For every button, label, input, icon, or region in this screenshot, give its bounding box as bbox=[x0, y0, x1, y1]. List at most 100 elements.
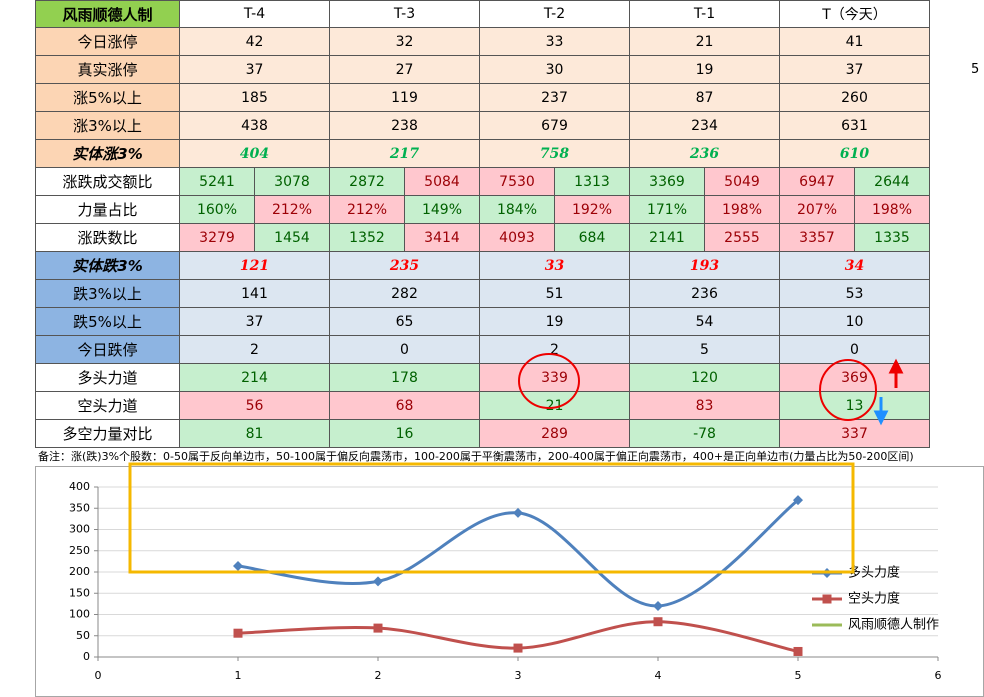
table-cell: 1454 bbox=[255, 224, 330, 252]
table-cell: 236 bbox=[630, 140, 780, 168]
table-cell: 121 bbox=[180, 252, 330, 280]
table-cell: 339 bbox=[480, 364, 630, 392]
table-cell: T-2 bbox=[480, 0, 630, 28]
legend-label: 风雨顺德人制作 bbox=[848, 618, 939, 633]
table-cell: 438 bbox=[180, 112, 330, 140]
table-cell: 758 bbox=[480, 140, 630, 168]
table-cell: 37 bbox=[180, 56, 330, 84]
table-cell: 今日涨停 bbox=[35, 28, 180, 56]
table-cell: 37 bbox=[180, 308, 330, 336]
table-cell: 65 bbox=[330, 308, 480, 336]
table-cell: 184% bbox=[480, 196, 555, 224]
y-tick-label: 150 bbox=[69, 586, 90, 599]
table-cell: 679 bbox=[480, 112, 630, 140]
table-cell: 37 bbox=[780, 56, 930, 84]
table-cell: 19 bbox=[630, 56, 780, 84]
table-cell: 212% bbox=[330, 196, 405, 224]
table-cell: 跌3%以上 bbox=[35, 280, 180, 308]
table-cell: 5084 bbox=[405, 168, 480, 196]
table-cell: 141 bbox=[180, 280, 330, 308]
table-cell: 3369 bbox=[630, 168, 705, 196]
table-cell: 实体涨3% bbox=[35, 140, 180, 168]
table-cell: 空头力道 bbox=[35, 392, 180, 420]
table-cell: 214 bbox=[180, 364, 330, 392]
y-tick-label: 400 bbox=[69, 480, 90, 493]
table-cell: 1313 bbox=[555, 168, 630, 196]
table-cell: 2555 bbox=[705, 224, 780, 252]
table-cell: 171% bbox=[630, 196, 705, 224]
y-tick-label: 350 bbox=[69, 501, 90, 514]
table-cell: 10 bbox=[780, 308, 930, 336]
table-cell: 5049 bbox=[705, 168, 780, 196]
table-cell: 5241 bbox=[180, 168, 255, 196]
table-cell: 4093 bbox=[480, 224, 555, 252]
table-cell: 3414 bbox=[405, 224, 480, 252]
x-tick-label: 0 bbox=[95, 669, 102, 682]
marker bbox=[513, 643, 523, 653]
table-cell: 涨3%以上 bbox=[35, 112, 180, 140]
table-cell: 289 bbox=[480, 420, 630, 448]
table-cell: 234 bbox=[630, 112, 780, 140]
table-cell: 2872 bbox=[330, 168, 405, 196]
table-cell: 5 bbox=[630, 336, 780, 364]
table-cell: 涨跌数比 bbox=[35, 224, 180, 252]
table-cell: 337 bbox=[780, 420, 930, 448]
table-cell: 237 bbox=[480, 84, 630, 112]
table-cell: 178 bbox=[330, 364, 480, 392]
table-cell: 3279 bbox=[180, 224, 255, 252]
table-cell: 3078 bbox=[255, 168, 330, 196]
table-cell: 212% bbox=[255, 196, 330, 224]
table-cell: 3357 bbox=[780, 224, 855, 252]
table-cell: 7530 bbox=[480, 168, 555, 196]
table-cell: 193 bbox=[630, 252, 780, 280]
table-cell: 多空力量对比 bbox=[35, 420, 180, 448]
table-cell: 13 bbox=[780, 392, 930, 420]
table-cell: T（今天） bbox=[780, 0, 930, 28]
table-cell: 120 bbox=[630, 364, 780, 392]
table-cell: 684 bbox=[555, 224, 630, 252]
table-cell: 30 bbox=[480, 56, 630, 84]
x-tick-label: 2 bbox=[375, 669, 382, 682]
marker bbox=[373, 623, 383, 633]
y-tick-label: 200 bbox=[69, 565, 90, 578]
table-cell: 21 bbox=[630, 28, 780, 56]
marker bbox=[793, 646, 803, 656]
chart-frame bbox=[35, 466, 984, 697]
x-tick-label: 1 bbox=[235, 669, 242, 682]
table-cell: 631 bbox=[780, 112, 930, 140]
table-cell: T-1 bbox=[630, 0, 780, 28]
marker bbox=[373, 576, 383, 587]
table-cell: 1335 bbox=[855, 224, 930, 252]
table-cell: 多头力道 bbox=[35, 364, 180, 392]
table-cell: 涨跌成交额比 bbox=[35, 168, 180, 196]
table-cell: 282 bbox=[330, 280, 480, 308]
table-cell: 238 bbox=[330, 112, 480, 140]
y-tick-label: 0 bbox=[83, 650, 90, 663]
table-cell: 235 bbox=[330, 252, 480, 280]
table-cell: 2 bbox=[480, 336, 630, 364]
table-cell: 54 bbox=[630, 308, 780, 336]
table-cell: T-4 bbox=[180, 0, 330, 28]
y-tick-label: 50 bbox=[76, 629, 90, 642]
marker bbox=[233, 628, 243, 638]
marker bbox=[822, 594, 832, 604]
y-tick-label: 100 bbox=[69, 608, 90, 621]
x-tick-label: 3 bbox=[515, 669, 522, 682]
legend-label: 多头力度 bbox=[848, 565, 900, 581]
table-cell: 192% bbox=[555, 196, 630, 224]
chart: 0 50 100 150 200 250 300 350 400 0 1 2 3 4 5 6 多头力度空头力度风… bbox=[35, 466, 984, 697]
table-cell: 33 bbox=[480, 28, 630, 56]
x-tick-label: 4 bbox=[655, 669, 662, 682]
table-cell: 119 bbox=[330, 84, 480, 112]
table-cell: 0 bbox=[330, 336, 480, 364]
table-cell: 81 bbox=[180, 420, 330, 448]
table-cell: 今日跌停 bbox=[35, 336, 180, 364]
table-cell: 32 bbox=[330, 28, 480, 56]
table-cell: 56 bbox=[180, 392, 330, 420]
table-cell: 149% bbox=[405, 196, 480, 224]
y-tick-label: 300 bbox=[69, 523, 90, 536]
table-cell: 236 bbox=[630, 280, 780, 308]
table-cell: 2141 bbox=[630, 224, 705, 252]
table-cell: 42 bbox=[180, 28, 330, 56]
